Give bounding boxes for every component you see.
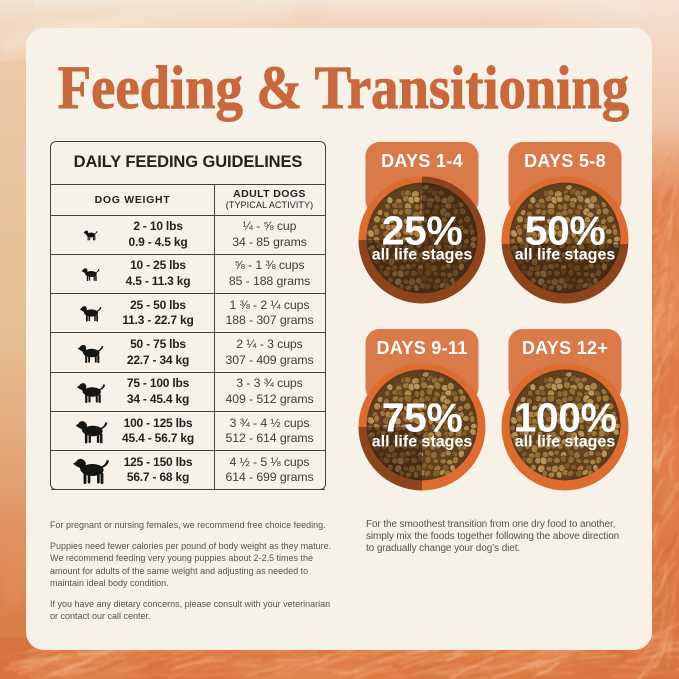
- svg-text:DAYS 5-8: DAYS 5-8: [524, 151, 606, 171]
- svg-text:25%: 25%: [382, 208, 463, 254]
- svg-text:75%: 75%: [382, 395, 463, 441]
- svg-text:50%: 50%: [525, 208, 606, 254]
- svg-text:DAYS 9-11: DAYS 9-11: [376, 338, 467, 358]
- svg-text:100%: 100%: [514, 395, 617, 441]
- svg-text:all life stages: all life stages: [372, 434, 473, 451]
- svg-text:all life stages: all life stages: [515, 247, 616, 264]
- svg-text:all life stages: all life stages: [515, 434, 616, 451]
- svg-text:all life stages: all life stages: [372, 247, 473, 264]
- svg-text:DAYS 1-4: DAYS 1-4: [381, 151, 463, 171]
- svg-text:DAYS 12+: DAYS 12+: [522, 338, 608, 358]
